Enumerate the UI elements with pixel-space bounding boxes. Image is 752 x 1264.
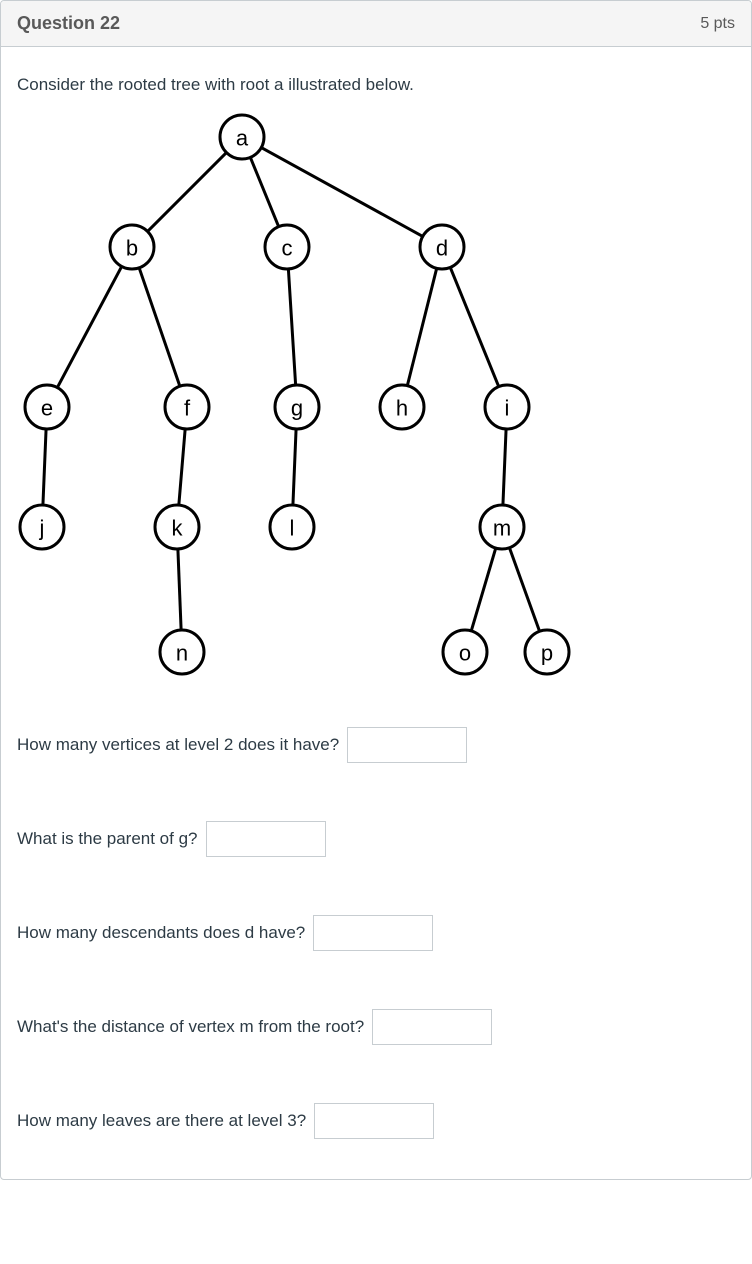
tree-edge (178, 549, 181, 630)
tree-edge (503, 429, 506, 505)
intro-text: Consider the rooted tree with root a ill… (17, 75, 735, 95)
tree-node-i: i (485, 385, 529, 429)
tree-edge (43, 429, 46, 505)
tree-edge (261, 148, 422, 237)
answer-input-3[interactable] (313, 915, 433, 951)
question-row-5: How many leaves are there at level 3? (17, 1103, 735, 1139)
tree-edge (509, 548, 539, 632)
tree-edge (450, 267, 498, 386)
question-text-4: What's the distance of vertex m from the… (17, 1017, 364, 1037)
tree-node-label: j (39, 516, 45, 541)
question-row-1: How many vertices at level 2 does it hav… (17, 727, 735, 763)
tree-node-a: a (220, 115, 264, 159)
answer-input-4[interactable] (372, 1009, 492, 1045)
tree-edge (139, 268, 180, 386)
tree-node-m: m (480, 505, 524, 549)
question-points: 5 pts (700, 15, 735, 33)
question-row-3: How many descendants does d have? (17, 915, 735, 951)
tree-edge (471, 548, 496, 631)
tree-node-label: g (291, 396, 303, 421)
tree-node-label: k (172, 516, 184, 541)
tree-node-label: a (236, 126, 249, 151)
tree-edge (288, 269, 295, 385)
tree-node-b: b (110, 225, 154, 269)
tree-edge (250, 157, 278, 226)
tree-svg: a b c d e f g h i j k l m n o p (17, 107, 637, 697)
tree-node-label: p (541, 641, 553, 666)
answer-input-1[interactable] (347, 727, 467, 763)
question-text-3: How many descendants does d have? (17, 923, 305, 943)
tree-node-label: e (41, 396, 53, 421)
tree-edge (57, 266, 121, 387)
question-header: Question 22 5 pts (1, 1, 751, 47)
tree-edge (179, 429, 185, 505)
tree-node-label: f (184, 396, 191, 421)
tree-node-e: e (25, 385, 69, 429)
tree-node-label: c (282, 236, 293, 261)
tree-node-label: h (396, 396, 408, 421)
question-title: Question 22 (17, 13, 120, 34)
tree-node-h: h (380, 385, 424, 429)
tree-node-label: m (493, 516, 511, 541)
tree-node-o: o (443, 630, 487, 674)
tree-node-label: d (436, 236, 448, 261)
tree-node-label: o (459, 641, 471, 666)
tree-node-label: b (126, 236, 138, 261)
tree-edge (148, 153, 227, 232)
tree-node-label: i (505, 396, 510, 421)
answer-input-2[interactable] (206, 821, 326, 857)
tree-node-k: k (155, 505, 199, 549)
tree-edge (293, 429, 296, 505)
tree-edge (407, 268, 436, 385)
tree-node-p: p (525, 630, 569, 674)
tree-node-f: f (165, 385, 209, 429)
tree-node-l: l (270, 505, 314, 549)
tree-node-j: j (20, 505, 64, 549)
question-body: Consider the rooted tree with root a ill… (1, 47, 751, 1179)
tree-node-n: n (160, 630, 204, 674)
tree-node-label: l (290, 516, 295, 541)
tree-node-c: c (265, 225, 309, 269)
answer-input-5[interactable] (314, 1103, 434, 1139)
question-container: Question 22 5 pts Consider the rooted tr… (0, 0, 752, 1180)
question-text-5: How many leaves are there at level 3? (17, 1111, 306, 1131)
question-row-4: What's the distance of vertex m from the… (17, 1009, 735, 1045)
question-text-2: What is the parent of g? (17, 829, 198, 849)
question-row-2: What is the parent of g? (17, 821, 735, 857)
question-text-1: How many vertices at level 2 does it hav… (17, 735, 339, 755)
tree-node-label: n (176, 641, 188, 666)
tree-node-g: g (275, 385, 319, 429)
tree-node-d: d (420, 225, 464, 269)
tree-diagram: a b c d e f g h i j k l m n o p (17, 107, 735, 697)
